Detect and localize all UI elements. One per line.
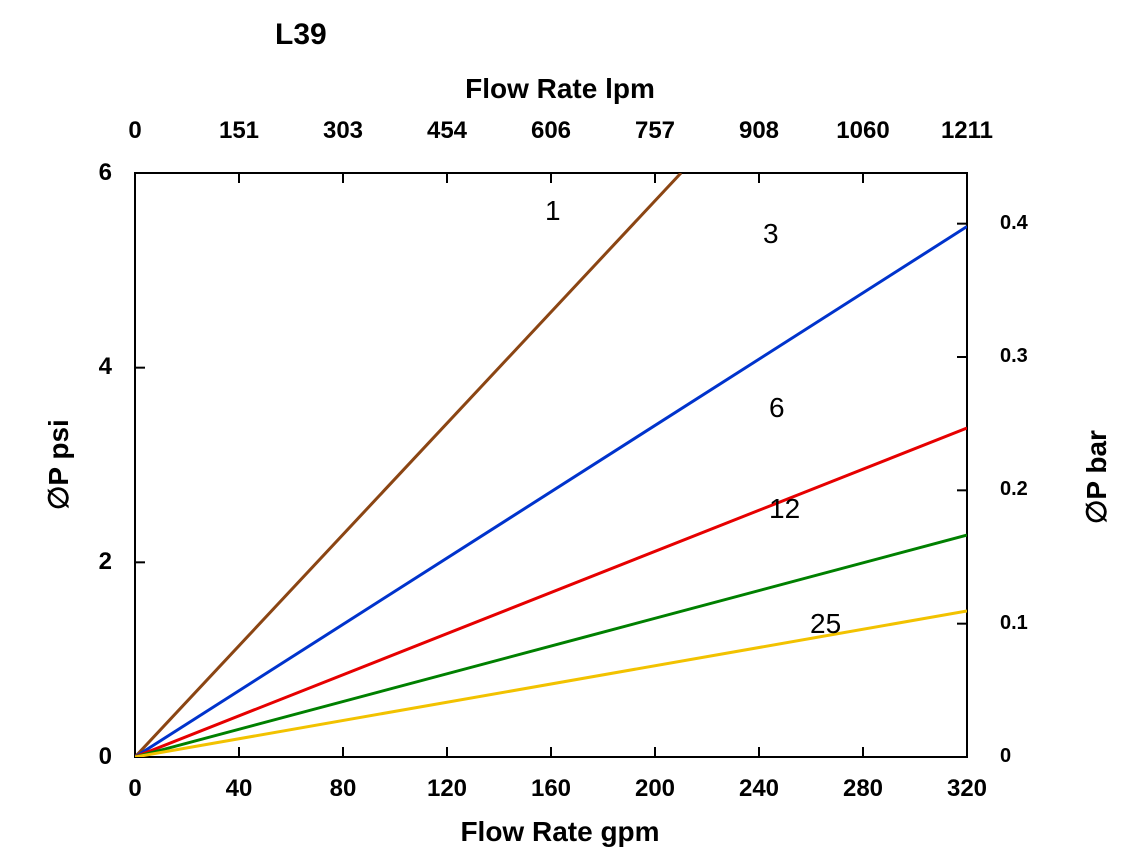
axis-bottom-tick: 160 (501, 775, 601, 803)
axis-top-tick: 908 (709, 117, 809, 145)
series-label: 12 (769, 493, 800, 525)
axis-top-tick: 1060 (813, 117, 913, 145)
series-label: 3 (763, 218, 779, 250)
axis-left-tick: 6 (72, 159, 112, 187)
axis-top-tick: 303 (293, 117, 393, 145)
axis-left-tick: 4 (72, 353, 112, 381)
axis-right-tick: 0.3 (1000, 345, 1028, 368)
series-label: 1 (545, 195, 561, 227)
axis-bottom-tick: 40 (189, 775, 289, 803)
axis-bottom-tick: 200 (605, 775, 705, 803)
axis-bottom-tick: 80 (293, 775, 393, 803)
chart-container: L39 Flow Rate lpm Flow Rate gpm ∅P psi ∅… (0, 0, 1122, 864)
axis-bottom-tick: 0 (85, 775, 185, 803)
series-label: 6 (769, 392, 785, 424)
axis-bottom-tick: 280 (813, 775, 913, 803)
axis-top-tick: 0 (85, 117, 185, 145)
axis-top-tick: 757 (605, 117, 705, 145)
axis-right-tick: 0.4 (1000, 212, 1028, 235)
series-label: 25 (810, 608, 841, 640)
axis-left-tick: 0 (72, 743, 112, 771)
axis-bottom-tick: 320 (917, 775, 1017, 803)
axis-right-tick: 0 (1000, 745, 1011, 768)
axis-top-tick: 454 (397, 117, 497, 145)
axis-top-tick: 151 (189, 117, 289, 145)
axis-left-tick: 2 (72, 548, 112, 576)
axis-bottom-tick: 120 (397, 775, 497, 803)
axis-right-tick: 0.2 (1000, 478, 1028, 501)
axis-top-tick: 606 (501, 117, 601, 145)
axis-bottom-tick: 240 (709, 775, 809, 803)
axis-top-tick: 1211 (917, 117, 1017, 145)
axis-right-tick: 0.1 (1000, 612, 1028, 635)
